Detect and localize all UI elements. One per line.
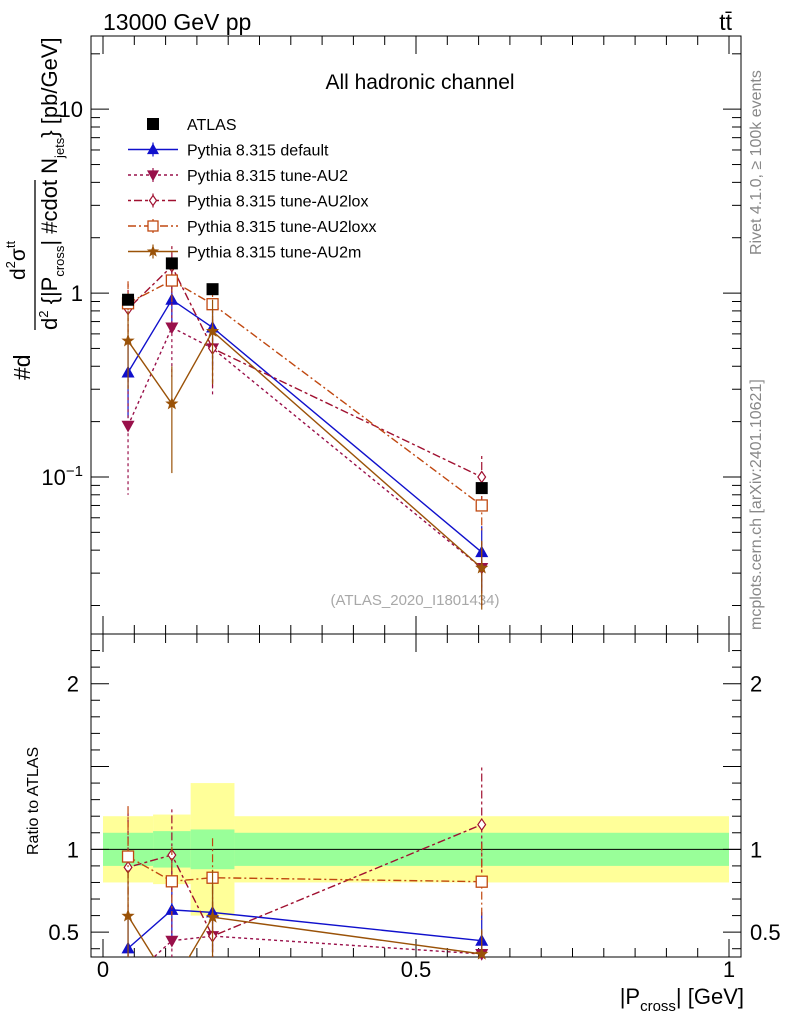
ylabel-part: d: [7, 268, 30, 280]
ylabel-part: } [pb/GeV]: [37, 37, 62, 137]
series-0: [121, 270, 489, 591]
ratio-y-axis-label: Ratio to ATLAS: [25, 747, 42, 855]
ylabel-part: 2: [3, 261, 18, 268]
legend-marker: [146, 143, 160, 155]
series-line: [127, 265, 483, 478]
legend-marker: [146, 245, 160, 257]
main-data-layer: [121, 246, 489, 610]
ratio-marker: [121, 908, 135, 922]
x-tick-label: 1: [723, 957, 735, 982]
ylabel-part: 2: [36, 311, 51, 318]
main-axes: 10−1 1 10: [41, 53, 741, 607]
x-tick-label: 0: [97, 957, 109, 982]
ylabel-part: σ: [7, 248, 30, 261]
ylabel-part: tt: [3, 240, 18, 248]
series-marker: [205, 324, 220, 337]
series-marker: [165, 396, 179, 410]
legend-label: ATLAS: [187, 117, 237, 134]
ratio-marker: [165, 935, 179, 948]
mcplots-label: mcplots.cern.ch [arXiv:2401.10621]: [748, 379, 765, 630]
x-tick-label: 0.5: [401, 957, 432, 982]
ratio-marker: [205, 910, 220, 923]
ratio-series-line: [127, 909, 482, 949]
ratio-series-line: [127, 855, 482, 883]
series-marker: [121, 333, 135, 347]
atlas-data-point: [122, 293, 135, 306]
legend-label: Pythia 8.315 tune-AU2lox: [187, 194, 368, 211]
ratio-series-line: [153, 935, 482, 957]
ylabel-part: #d: [9, 354, 35, 380]
ratio-y-tick-label-right: 0.5: [750, 920, 781, 945]
series-1: [121, 297, 489, 606]
ratio-marker: [475, 875, 488, 888]
legend-label: Pythia 8.315 tune-AU2m: [187, 245, 361, 262]
analysis-tag: (ATLAS_2020_I1801434): [330, 592, 499, 609]
series-marker: [475, 561, 489, 574]
svg-text:d2σtt: d2σtt: [3, 240, 30, 280]
ratio-series-line: [127, 915, 482, 957]
series-line: [127, 330, 483, 569]
rivet-version-label: Rivet 4.1.0, ≥ 100k events: [748, 70, 765, 255]
process-label: tt̄: [719, 9, 732, 35]
legend-marker: [147, 118, 159, 130]
main-y-tick-label: 1: [71, 281, 83, 306]
series-marker: [165, 274, 179, 287]
ylabel-part: {|P: [37, 277, 62, 311]
legend-label: Pythia 8.315 tune-AU2loxx: [187, 219, 376, 236]
main-y-tick-label: 10: [59, 97, 83, 122]
series-4: [121, 299, 489, 610]
ratio-series-1: [127, 901, 489, 961]
ylabel-part: | #cdot N: [37, 158, 62, 246]
ylabel-part: cross: [52, 245, 67, 277]
legend: ATLAS Pythia 8.315 default Pythia 8.315 tu…: [128, 117, 376, 262]
legend-marker: [147, 220, 159, 232]
ratio-y-tick-label: 0.5: [48, 920, 79, 945]
beam-label: 13000 GeV pp: [103, 9, 251, 35]
series-marker: [475, 499, 488, 512]
legend-label: Pythia 8.315 default: [187, 143, 329, 160]
x-axis-label: |Pcross| [GeV]: [620, 984, 744, 1015]
ratio-y-tick-label-right: 1: [750, 837, 762, 862]
series-line: [127, 298, 483, 553]
main-y-axis-label: #d d2σtt d2 {|Pcross| #cdot Njets} [pb/G…: [3, 37, 67, 380]
ratio-y-tick-label: 2: [67, 672, 79, 697]
series-marker: [477, 470, 487, 484]
atlas-data-point: [165, 257, 178, 270]
ratio-data-layer: [121, 767, 489, 961]
series-marker: [165, 322, 179, 335]
atlas-data-point: [475, 482, 488, 495]
ylabel-part: d: [37, 318, 62, 330]
ratio-marker: [121, 850, 135, 863]
ratio-marker: [475, 947, 489, 960]
svg-text:d2 {|Pcross| #cdot Njets} [pb/: d2 {|Pcross| #cdot Njets} [pb/GeV]: [36, 37, 67, 330]
series-line: [127, 326, 483, 569]
series-2: [123, 246, 487, 506]
ratio-plot-frame: [90, 633, 742, 958]
atlas-data-point: [206, 283, 219, 296]
svg-text:#d: #d: [9, 354, 35, 380]
legend-marker: [148, 194, 158, 207]
ratio-series-4: [121, 869, 489, 960]
legend-marker: [146, 170, 160, 182]
ylabel-part: jets: [52, 137, 67, 159]
ratio-marker: [477, 818, 487, 832]
main-y-tick-label: 10−1: [41, 463, 83, 490]
chart-title: All hadronic channel: [325, 71, 514, 94]
legend-label: Pythia 8.315 tune-AU2: [187, 168, 348, 185]
series-marker: [121, 420, 135, 433]
ratio-axes: 0 0.5 1 0.5 0.5 1 1 2 2: [48, 36, 781, 982]
ratio-y-tick-label-right: 2: [750, 672, 762, 697]
ratio-marker: [165, 875, 179, 888]
ratio-y-tick-label: 1: [67, 837, 79, 862]
